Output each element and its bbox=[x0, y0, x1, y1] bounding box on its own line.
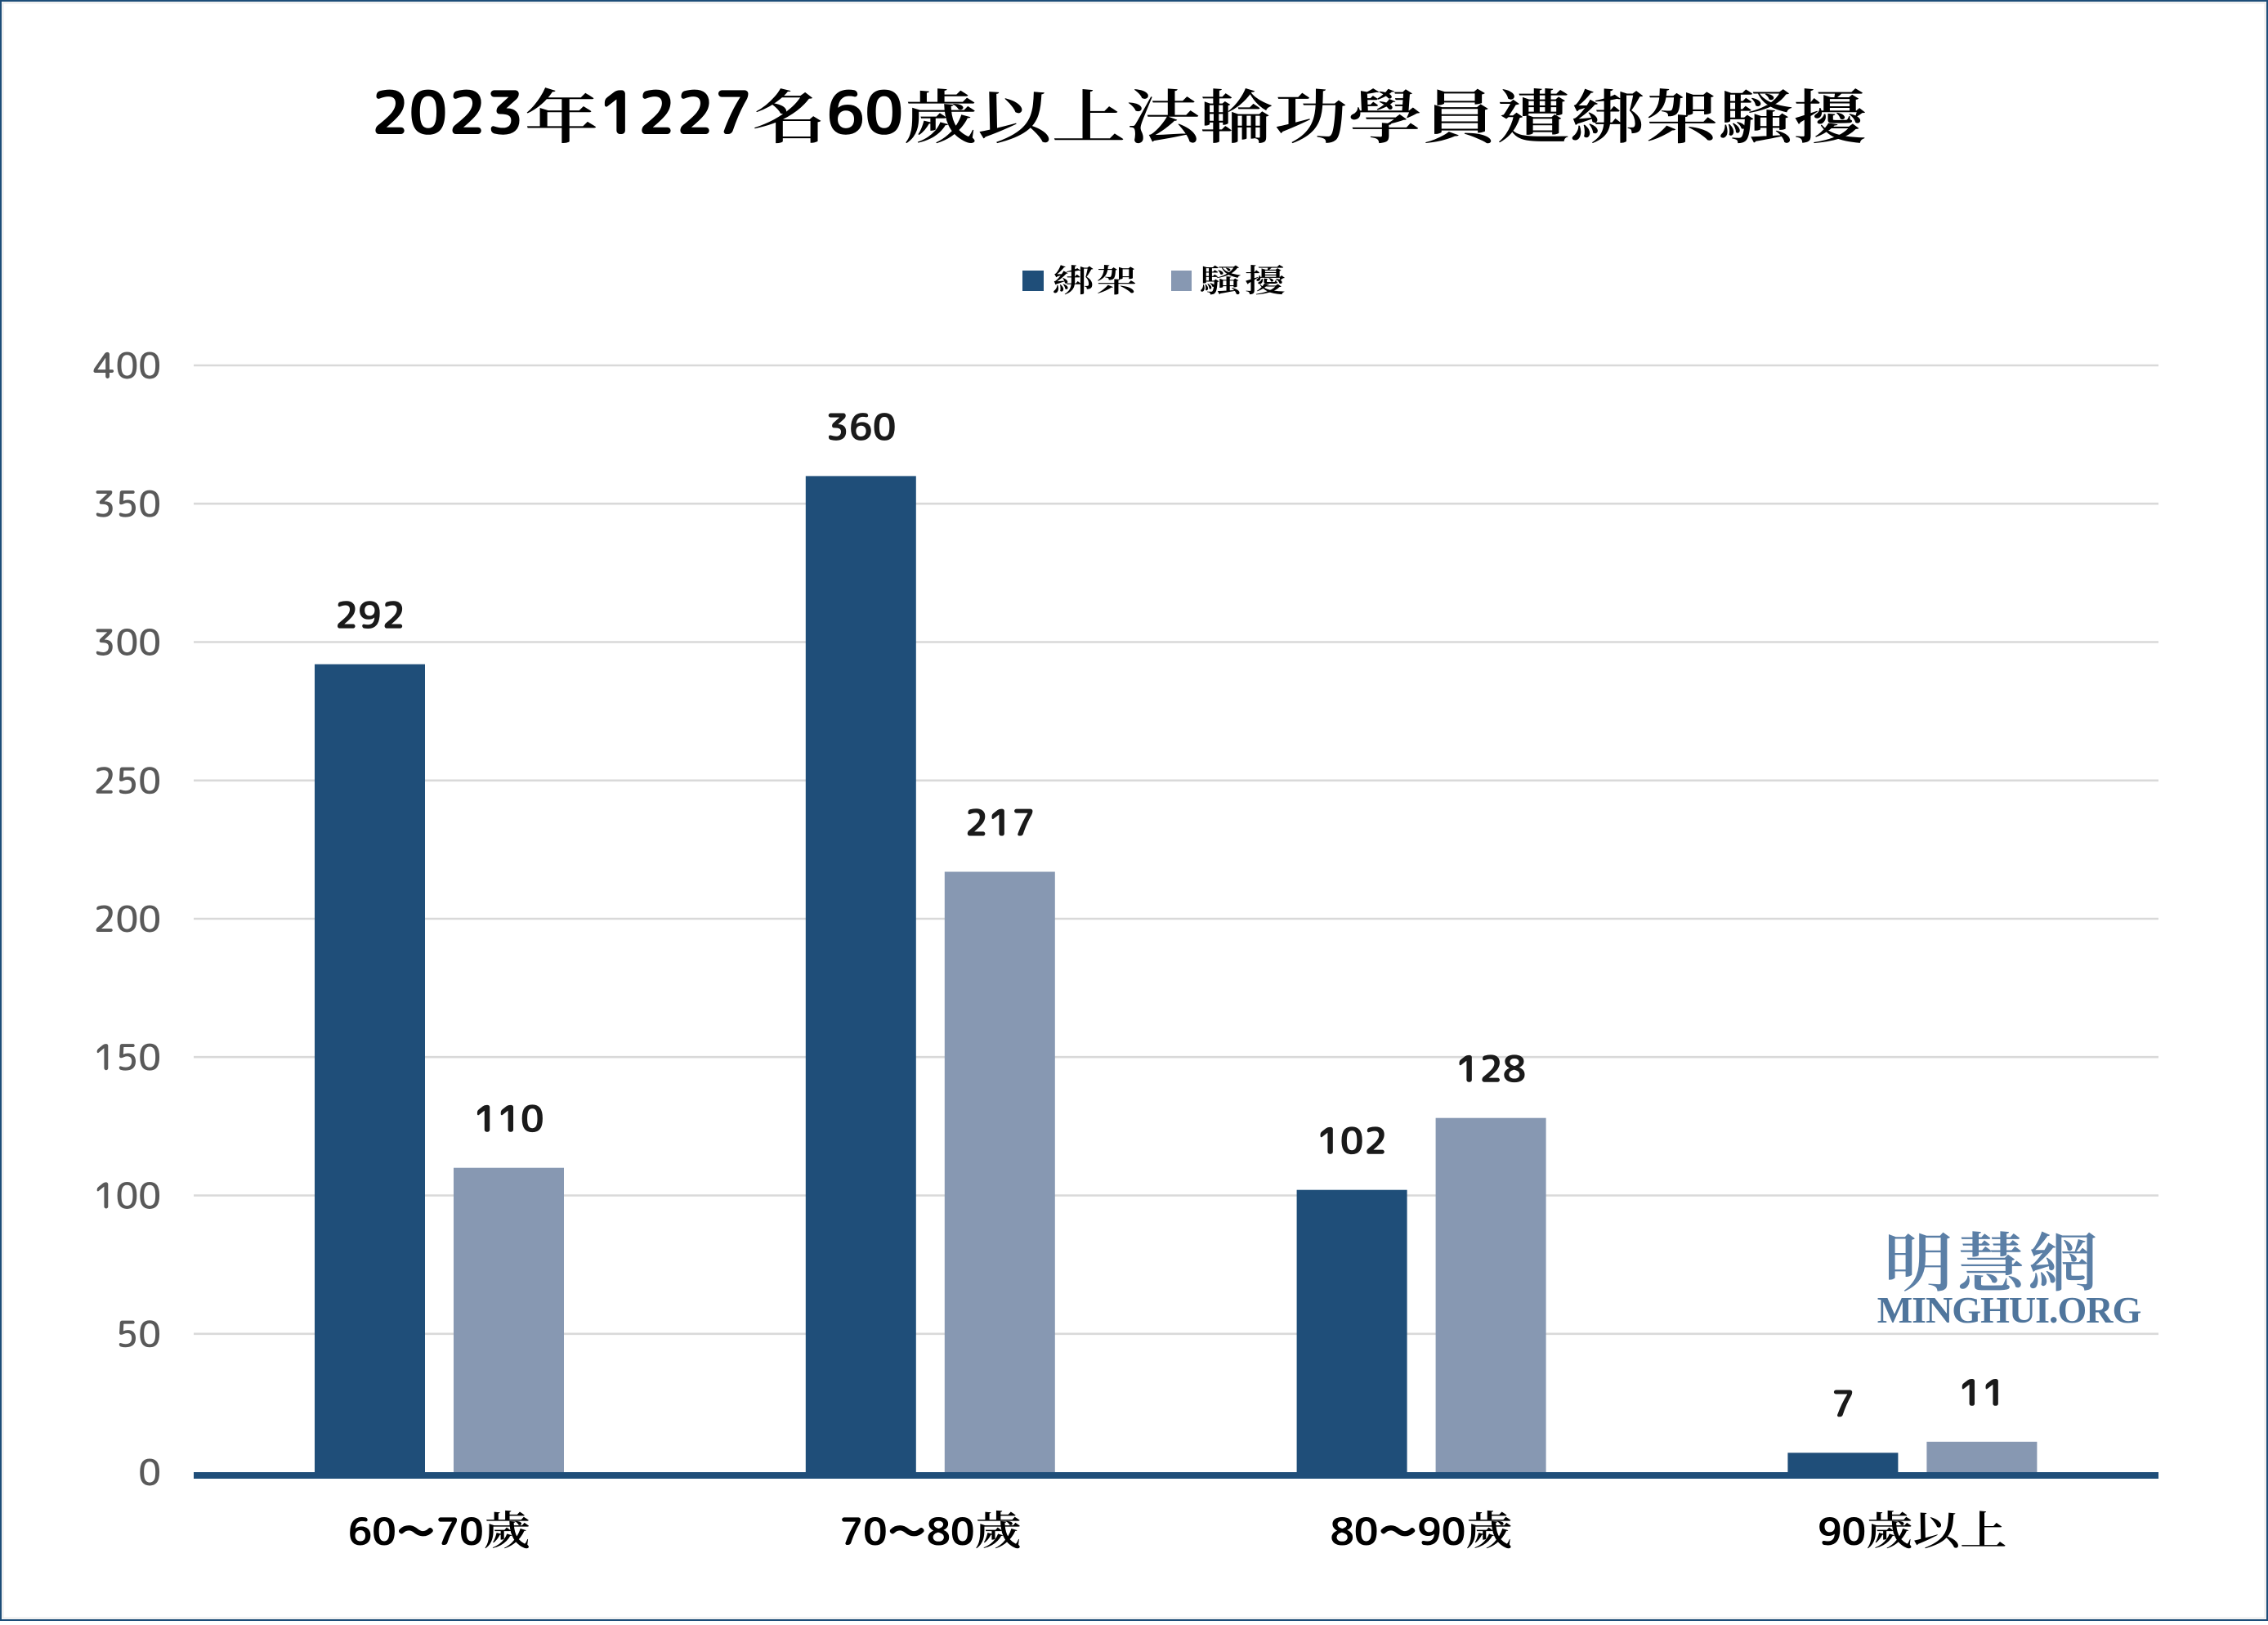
svg-text:MINGHUI.ORG: MINGHUI.ORG bbox=[1877, 1289, 2141, 1331]
